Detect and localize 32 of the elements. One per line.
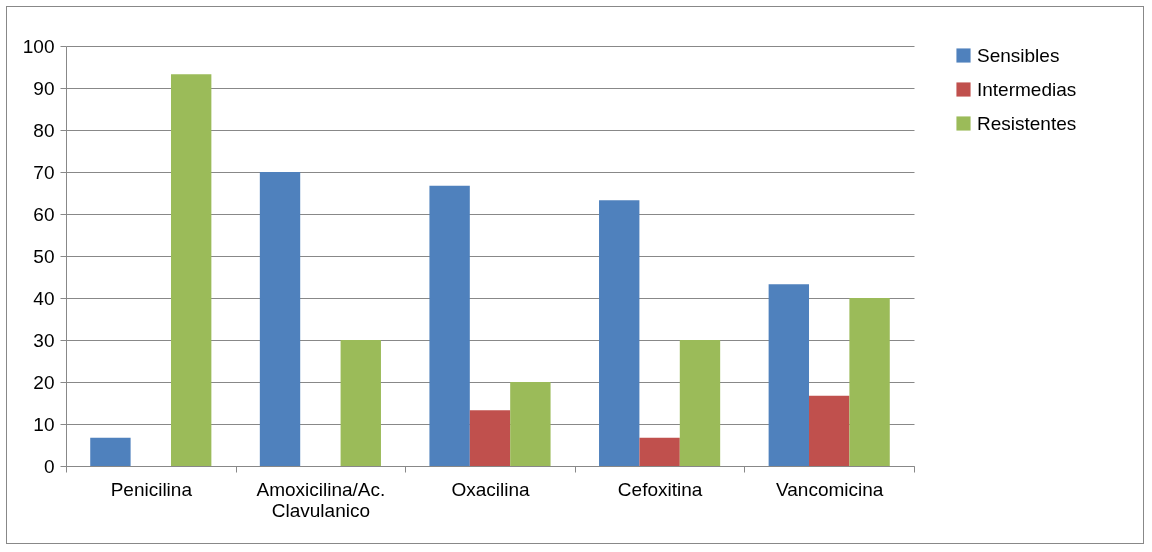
y-tick-label: 80: [33, 119, 55, 141]
bar: [429, 185, 470, 466]
y-tick-label: 0: [43, 455, 55, 477]
bar: [768, 284, 810, 466]
bar: [170, 74, 212, 466]
bar: [849, 298, 890, 466]
x-tick-label: Oxacilina: [451, 478, 530, 500]
bar: [809, 395, 850, 466]
bar: [639, 437, 680, 466]
y-tick-label: 10: [33, 413, 55, 435]
bar: [510, 382, 551, 466]
bar: [599, 200, 640, 466]
y-tick-label: 100: [22, 35, 55, 57]
legend-label: Resistentes: [977, 112, 1077, 134]
y-tick-label: 30: [33, 329, 55, 351]
y-tick-label: 90: [33, 77, 55, 99]
y-tick-label: 50: [33, 245, 55, 267]
bar: [679, 340, 721, 466]
bar: [469, 410, 511, 466]
legend-label: Sensibles: [977, 44, 1060, 66]
legend-label: Intermedias: [977, 78, 1077, 100]
x-tick-label: Amoxicilina/Ac. Clavulanico: [256, 478, 386, 521]
bar: [340, 340, 381, 466]
bar: [259, 172, 301, 466]
x-tick-label: Vancomicina: [776, 478, 884, 500]
x-tick-label: Penicilina: [110, 478, 193, 500]
bar: [90, 437, 131, 466]
y-tick-label: 70: [33, 161, 55, 183]
y-tick-label: 60: [33, 203, 55, 225]
x-tick-label: Cefoxitina: [617, 478, 703, 500]
y-tick-label: 20: [33, 371, 55, 393]
y-tick-label: 40: [33, 287, 55, 309]
